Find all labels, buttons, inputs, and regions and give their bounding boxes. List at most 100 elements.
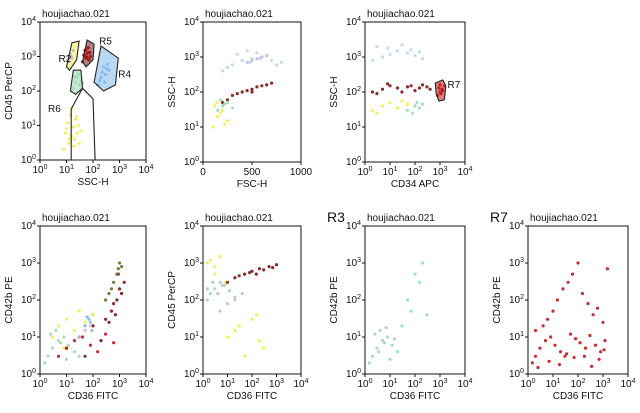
data-point	[437, 86, 441, 90]
data-point	[62, 346, 66, 350]
data-point	[213, 265, 217, 269]
data-point	[405, 102, 410, 106]
data-point	[260, 55, 264, 59]
x-tick-label: 100	[32, 164, 47, 176]
tick-exponent: 4	[150, 378, 154, 385]
gate-outline	[65, 40, 80, 72]
data-point	[400, 324, 404, 328]
data-point	[77, 354, 81, 358]
data-point	[87, 56, 91, 60]
data-point	[213, 272, 217, 276]
data-point	[122, 280, 126, 284]
tick-base: 10	[21, 155, 33, 166]
tick-exponent: 2	[256, 378, 260, 385]
x-tick-label: 103	[269, 378, 284, 390]
data-point	[213, 104, 217, 108]
x-axis-label: CD36 FITC	[553, 391, 604, 402]
tick-exponent: 1	[557, 378, 561, 385]
data-point	[225, 65, 230, 70]
data-point	[213, 287, 217, 291]
data-point	[574, 337, 578, 341]
y-axis-label: SSC-H	[167, 76, 178, 107]
data-point	[64, 317, 69, 321]
data-point	[384, 326, 388, 330]
tick-exponent: 0	[357, 368, 361, 375]
data-point	[595, 306, 600, 310]
data-point	[257, 339, 261, 343]
data-point	[109, 309, 114, 313]
data-point	[568, 332, 573, 336]
data-point	[80, 335, 85, 339]
data-point	[75, 115, 79, 119]
data-point	[566, 280, 570, 284]
tick-exponent: 3	[32, 51, 36, 58]
tick-base: 10	[21, 121, 33, 132]
data-point	[223, 280, 227, 284]
y-tick-label: 103	[21, 51, 36, 63]
data-point	[553, 343, 557, 347]
data-point	[254, 272, 258, 276]
x-tick-label: 101	[382, 378, 397, 390]
data-points	[370, 43, 446, 115]
data-point	[593, 343, 598, 347]
data-point	[428, 87, 432, 91]
y-axis-label: CD42b PE	[492, 276, 503, 324]
data-point	[220, 283, 224, 287]
tick-exponent: 4	[632, 378, 636, 385]
tick-base: 10	[346, 295, 358, 306]
tick-exponent: 1	[195, 331, 199, 338]
data-point	[205, 287, 209, 291]
data-point	[208, 291, 212, 296]
data-point	[370, 354, 375, 358]
tick-base: 10	[382, 167, 394, 178]
x-tick-label: 103	[432, 166, 447, 178]
data-point	[599, 350, 603, 354]
data-point	[56, 324, 61, 328]
tick-base: 10	[357, 379, 369, 390]
data-point	[386, 335, 390, 339]
data-point	[205, 298, 209, 302]
tick-base: 10	[138, 379, 150, 390]
data-point	[87, 317, 91, 321]
data-point	[601, 320, 605, 324]
y-tick-label: 100	[21, 368, 36, 380]
data-point	[72, 350, 77, 354]
data-point	[588, 333, 592, 338]
x-tick-label: 0	[200, 167, 206, 178]
tick-base: 10	[346, 52, 358, 63]
data-point	[417, 280, 421, 284]
x-tick-label: 101	[220, 378, 235, 390]
data-point	[117, 287, 122, 291]
tick-base: 10	[32, 379, 44, 390]
tick-base: 10	[138, 165, 150, 176]
tick-base: 10	[346, 258, 358, 269]
data-point	[380, 87, 385, 91]
data-point	[388, 357, 392, 361]
tick-base: 10	[407, 167, 419, 178]
tick-exponent: 0	[369, 166, 373, 173]
data-point	[248, 60, 252, 64]
data-point	[67, 141, 71, 146]
y-tick-label: 100	[21, 154, 36, 166]
tick-base: 10	[184, 258, 196, 269]
tick-base: 10	[545, 379, 557, 390]
x-tick-label: 104	[457, 378, 472, 390]
tick-base: 10	[346, 87, 358, 98]
tick-exponent: 4	[469, 166, 473, 173]
data-point	[115, 272, 119, 276]
y-tick-label: 102	[346, 294, 361, 306]
x-tick-label: 104	[620, 378, 635, 390]
plot-frame	[39, 225, 147, 375]
data-point	[388, 52, 392, 56]
y-tick-label: 100	[346, 368, 361, 380]
data-point	[395, 106, 400, 110]
y-axis-label: CD45 PerCP	[167, 271, 178, 329]
data-point	[107, 320, 111, 324]
tick-exponent: 4	[305, 378, 309, 385]
data-point	[43, 361, 47, 365]
tick-exponent: 1	[195, 121, 199, 128]
x-tick-label: 102	[244, 378, 259, 390]
y-tick-label: 104	[184, 16, 199, 28]
tick-base: 10	[195, 379, 207, 390]
y-tick-label: 101	[184, 331, 199, 343]
